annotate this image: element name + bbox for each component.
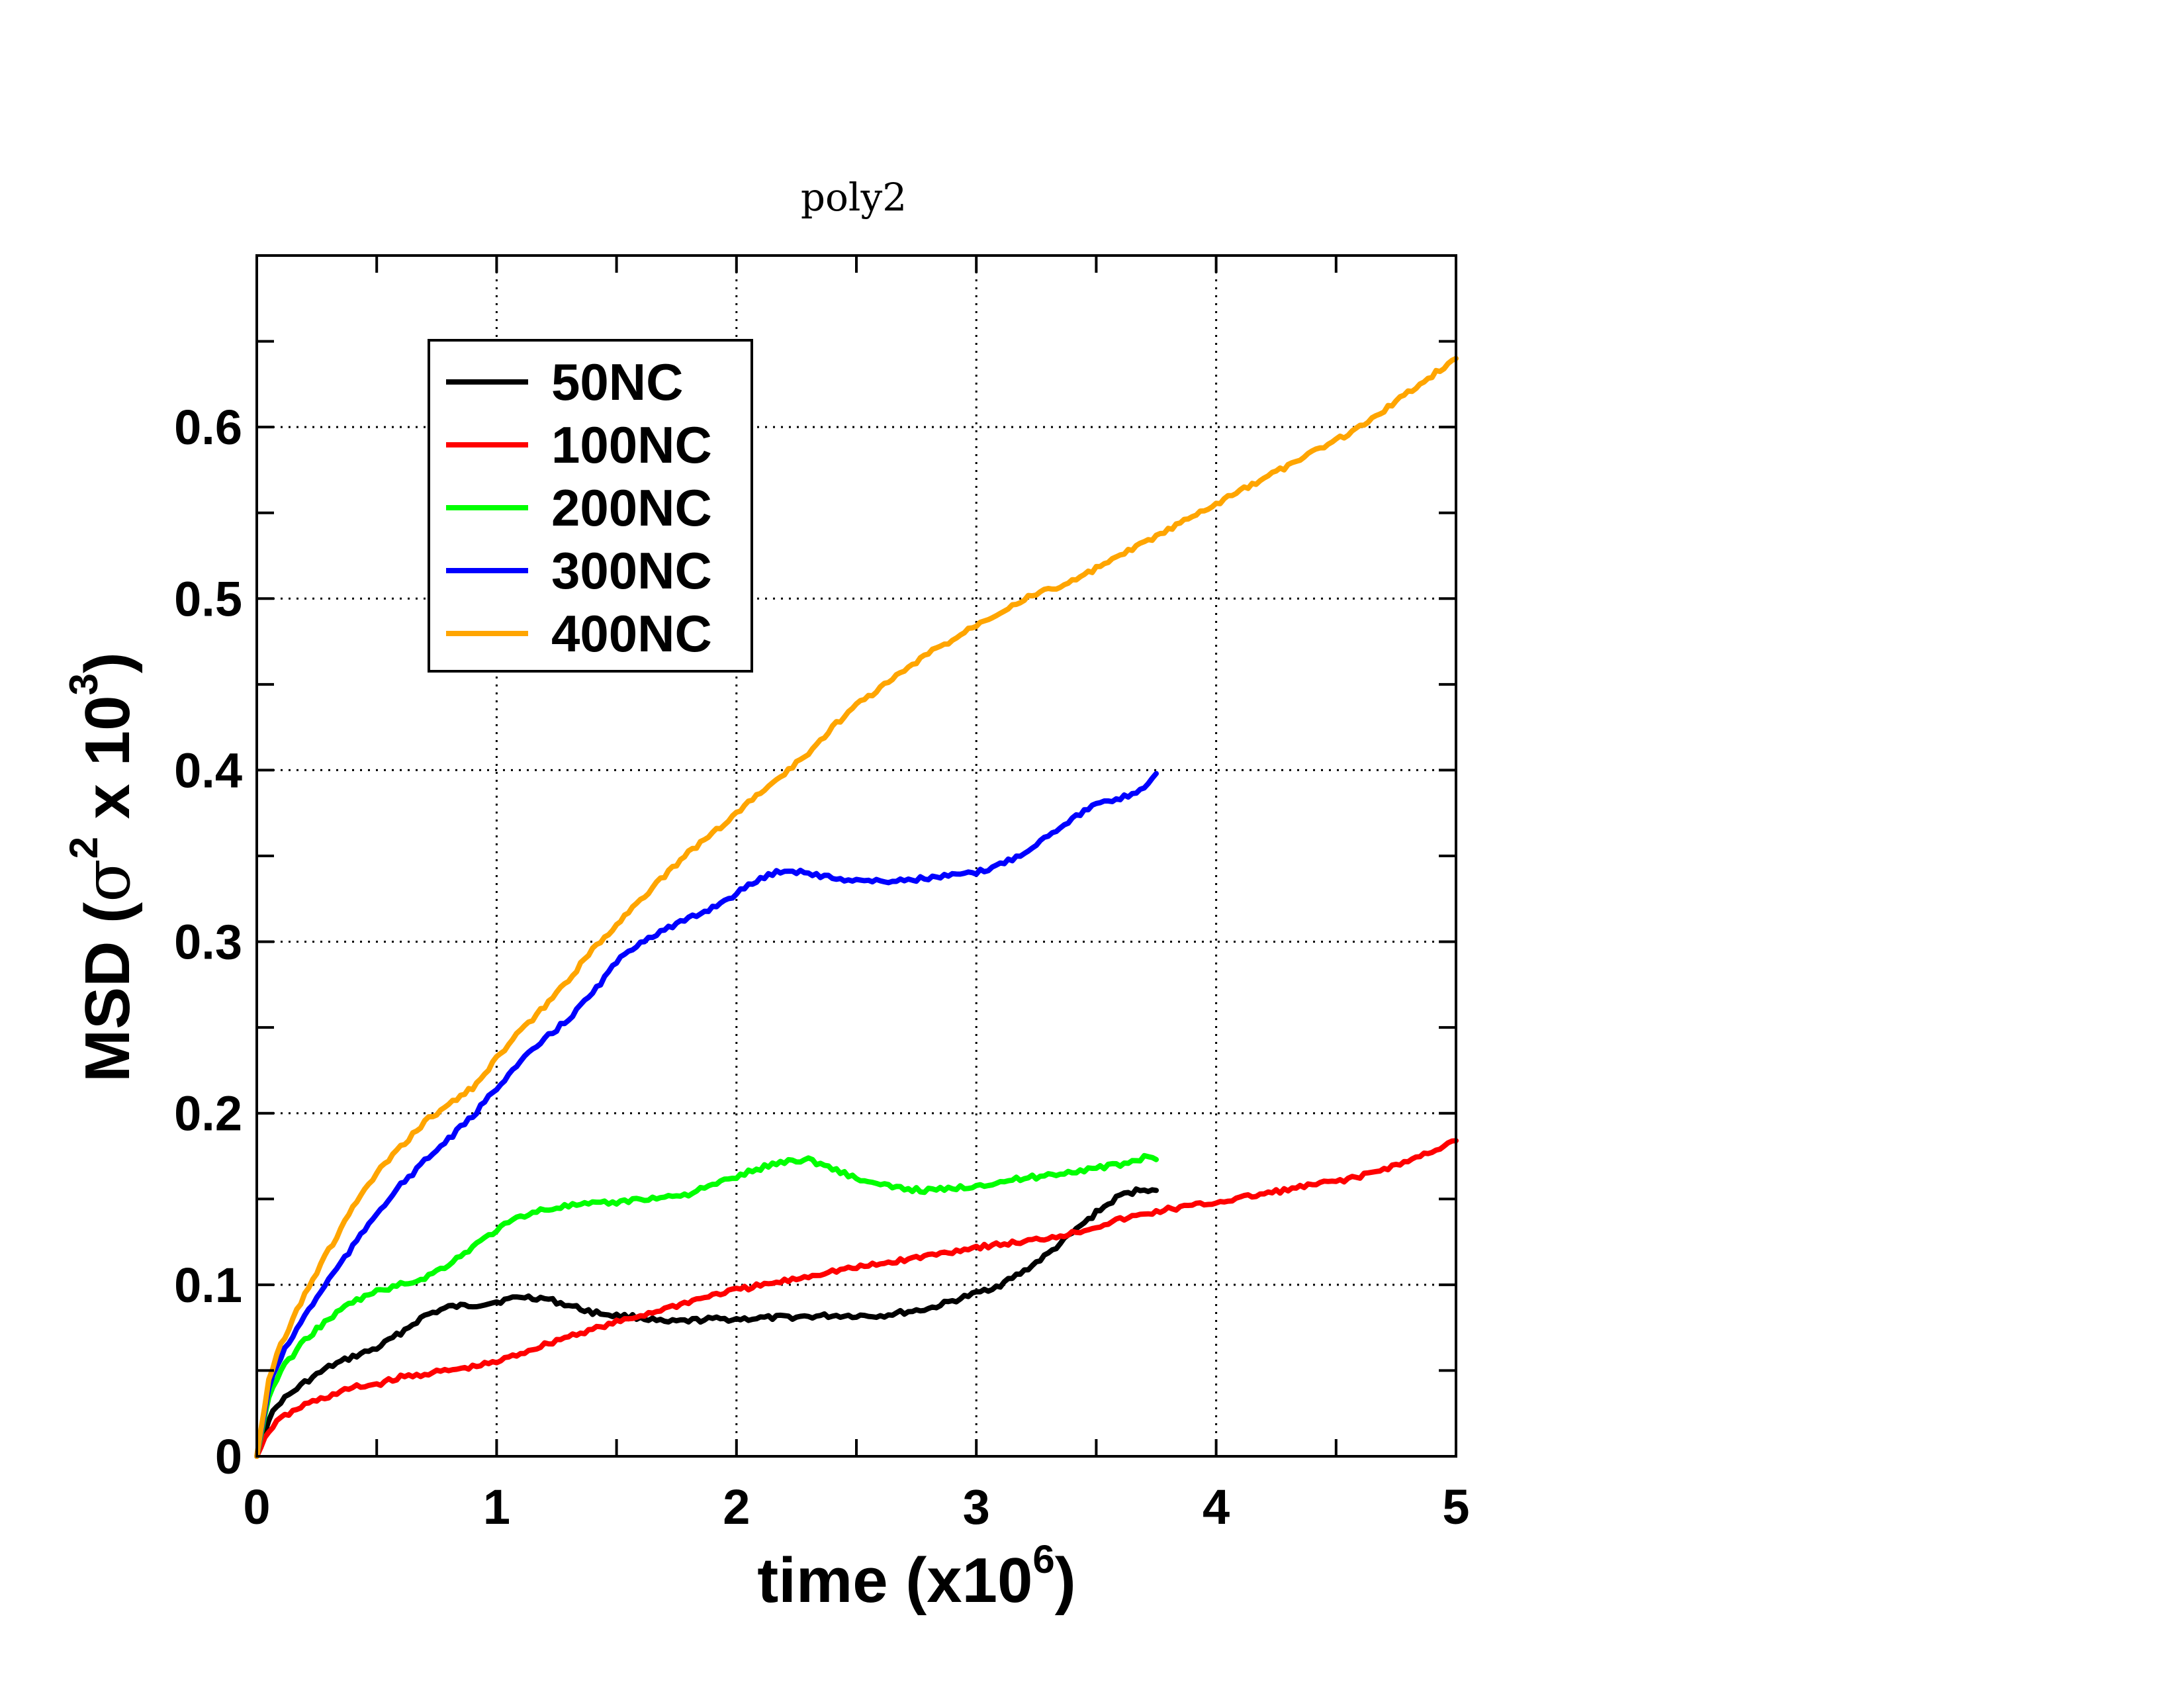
- x-tick-labels: 0 1 2 3 4 5: [243, 1479, 1469, 1534]
- x-tick-label: 2: [723, 1479, 750, 1534]
- x-axis-label-text: time (x10: [757, 1545, 1032, 1616]
- y-tick-label: 0.3: [174, 915, 242, 970]
- y-tick-label: 0.4: [174, 743, 242, 798]
- y-tick-label: 0.5: [174, 571, 242, 626]
- legend-label: 100NC: [551, 416, 712, 474]
- y-axis-label-sigma: σ: [70, 859, 144, 902]
- y-axis-label: MSD (σ2 x 103): [62, 652, 144, 1082]
- legend-label: 400NC: [551, 604, 712, 663]
- series-line-100NC: [254, 1138, 1459, 1459]
- series-line-400NC: [254, 355, 1459, 1459]
- legend-label: 200NC: [551, 479, 712, 537]
- legend-label: 300NC: [551, 541, 712, 600]
- y-axis-label-suffix: ): [72, 652, 143, 673]
- y-axis-label-exp1: 2: [62, 837, 106, 859]
- y-tick-labels: 0 0.1 0.2 0.3 0.4 0.5 0.6: [174, 400, 242, 1484]
- x-tick-label: 3: [963, 1479, 990, 1534]
- x-tick-label: 5: [1442, 1479, 1469, 1534]
- series-line-50NC: [254, 1186, 1159, 1459]
- y-axis-label-middle: x 10: [72, 695, 143, 837]
- x-tick-label: 0: [243, 1479, 270, 1534]
- series-group: [254, 355, 1459, 1459]
- series-line-300NC: [254, 771, 1159, 1459]
- x-axis-label: time (x106): [757, 1537, 1076, 1616]
- axis-ticks: [255, 256, 1457, 1458]
- y-axis-label-text: MSD (: [72, 902, 143, 1082]
- x-tick-label: 4: [1203, 1479, 1230, 1534]
- y-tick-label: 0.2: [174, 1086, 242, 1141]
- y-axis-label-exp2: 3: [62, 673, 106, 695]
- chart-title: poly2: [801, 175, 907, 220]
- y-tick-label: 0.1: [174, 1258, 242, 1313]
- legend-label: 50NC: [551, 353, 683, 411]
- series-line-200NC: [254, 1152, 1159, 1459]
- y-tick-label: 0.6: [174, 400, 242, 455]
- x-tick-label: 1: [483, 1479, 510, 1534]
- x-axis-label-exponent: 6: [1032, 1537, 1054, 1581]
- y-tick-label: 0: [215, 1429, 242, 1484]
- x-axis-label-suffix: ): [1055, 1545, 1076, 1616]
